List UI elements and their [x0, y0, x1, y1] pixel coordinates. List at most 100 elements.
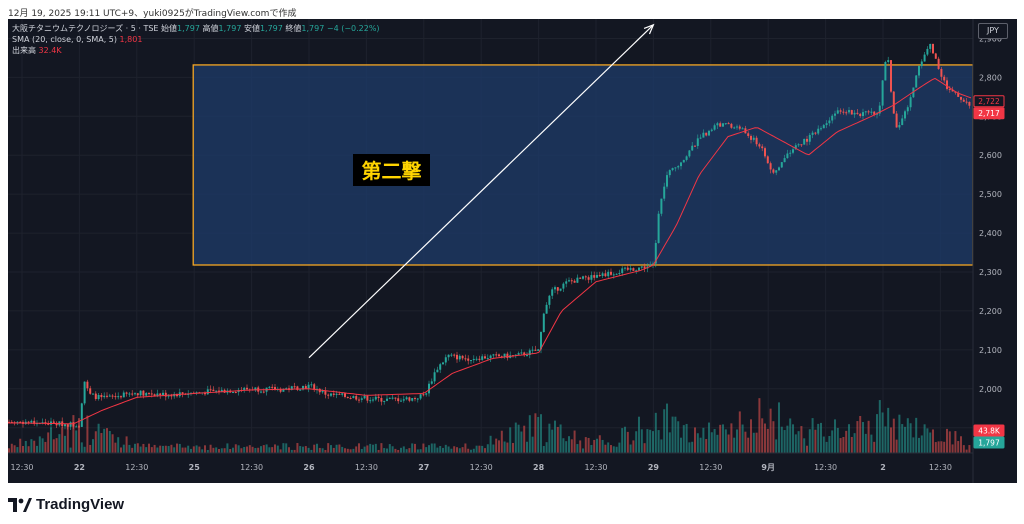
symbol-label: 大阪チタニウムテクノロジーズ · 5 · TSE: [12, 24, 159, 33]
volume-bar: [58, 434, 61, 453]
candle: [453, 354, 456, 356]
candle: [724, 123, 727, 125]
candle: [439, 364, 442, 370]
candle: [727, 123, 730, 125]
volume-bar: [811, 418, 814, 453]
candle: [559, 288, 562, 291]
volume-bar: [778, 402, 780, 453]
volume-bar: [876, 414, 878, 453]
volume-bar: [44, 441, 47, 453]
volume-bar: [584, 437, 587, 453]
time-tick-label: 12:30: [240, 463, 263, 472]
time-tick-label: 9月: [761, 463, 775, 472]
volume-bar: [786, 425, 789, 453]
candle: [848, 110, 850, 113]
candle: [859, 113, 862, 117]
volume-bar: [764, 423, 766, 453]
legend-volume-row[interactable]: 出来高 32.4K: [12, 45, 380, 56]
volume-bar: [691, 441, 694, 453]
volume-bar: [288, 447, 290, 453]
candle: [64, 424, 66, 427]
candle: [794, 145, 797, 150]
candle: [920, 61, 923, 67]
candle: [540, 332, 542, 350]
volume-bar: [775, 439, 778, 453]
volume-bar: [750, 419, 752, 453]
volume-bar: [526, 441, 528, 453]
candle: [719, 123, 722, 127]
candle: [615, 273, 618, 275]
volume-bar: [265, 444, 268, 453]
volume-bar: [890, 427, 892, 453]
legend-sma-row[interactable]: SMA (20, close, 0, SMA, 5) 1,801: [12, 34, 380, 45]
candle: [909, 97, 912, 108]
candle: [514, 354, 517, 356]
candle: [302, 386, 304, 390]
candle: [341, 393, 344, 395]
time-tick-label: 12:30: [355, 463, 378, 472]
volume-bar: [906, 418, 909, 453]
high-label: 高値: [202, 24, 219, 33]
currency-button[interactable]: JPY: [978, 23, 1008, 39]
chart-panel[interactable]: 大阪チタニウムテクノロジーズ · 5 · TSE 始値1,797 高値1,797…: [8, 19, 1017, 483]
open-value: 1,797: [177, 24, 200, 33]
volume-bar: [316, 443, 318, 453]
volume-bar: [573, 430, 576, 453]
candle: [16, 421, 19, 423]
volume-bar: [372, 444, 374, 453]
candle: [360, 398, 363, 400]
volume-bar: [164, 445, 167, 453]
volume-bar: [780, 426, 783, 453]
volume-bar: [47, 432, 50, 453]
volume-bar: [75, 430, 78, 453]
candle: [344, 393, 346, 397]
candle: [475, 358, 478, 360]
candle: [136, 393, 139, 396]
candle: [349, 397, 352, 399]
candle: [584, 276, 587, 278]
volume-bar: [915, 417, 918, 453]
candle: [587, 277, 590, 280]
volume-bar: [968, 445, 971, 453]
candle: [836, 110, 839, 114]
volume-bar: [234, 444, 237, 453]
candle: [694, 145, 696, 147]
volume-bar: [458, 448, 461, 453]
candle: [545, 304, 548, 314]
tradingview-logo[interactable]: TradingView: [8, 494, 124, 514]
volume-bar: [864, 433, 867, 453]
volume-bar: [901, 424, 904, 453]
candle: [738, 126, 741, 129]
volume-bar: [50, 427, 52, 453]
volume-bar: [262, 445, 265, 453]
candle: [887, 60, 890, 62]
volume-bar: [327, 443, 330, 453]
volume-bar: [677, 421, 680, 453]
candle: [416, 398, 419, 400]
candle: [965, 101, 968, 103]
volume-bar: [467, 448, 470, 453]
volume-bar: [139, 446, 142, 453]
volume-bar: [895, 439, 898, 453]
candle: [523, 352, 526, 356]
candle: [598, 275, 601, 277]
volume-bar: [548, 423, 551, 453]
volume-bar: [671, 416, 674, 453]
volume-bar: [565, 441, 568, 453]
price-tick-label: 2,300: [979, 268, 1002, 277]
volume-bar: [232, 447, 234, 453]
candle: [923, 54, 926, 62]
candle: [335, 393, 338, 395]
candle: [436, 369, 439, 373]
volume-bar: [514, 422, 517, 453]
volume-bar: [685, 423, 688, 453]
brand-name: TradingView: [36, 495, 125, 513]
volume-bar: [836, 427, 839, 453]
candle: [657, 213, 660, 243]
volume-bar: [313, 444, 316, 453]
time-axis: 12:30 22 12:30 25 12:30 26 12:30 27 12:30 28 12:30…: [10, 463, 951, 472]
volume-bar: [38, 436, 41, 453]
candle: [125, 392, 128, 394]
volume-bar: [562, 438, 565, 453]
volume-bar: [120, 447, 122, 453]
